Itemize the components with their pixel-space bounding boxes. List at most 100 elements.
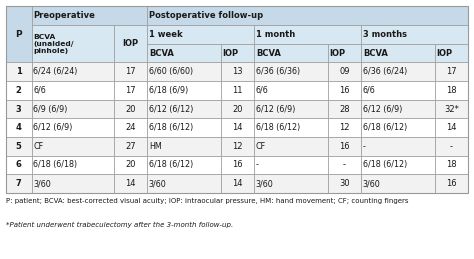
Bar — [435, 81, 468, 100]
Bar — [32, 6, 147, 25]
Bar — [6, 174, 32, 193]
Text: HM: HM — [149, 142, 162, 151]
Bar — [361, 62, 435, 81]
Bar — [328, 62, 361, 81]
Text: *Patient underwent trabeculectomy after the 3-month follow-up.: *Patient underwent trabeculectomy after … — [6, 222, 233, 228]
Bar — [255, 118, 328, 137]
Text: 2: 2 — [16, 86, 22, 95]
Text: 17: 17 — [125, 67, 136, 76]
Text: BCVA: BCVA — [149, 49, 174, 57]
Bar — [32, 81, 114, 100]
Text: 6/18 (6/9): 6/18 (6/9) — [149, 86, 188, 95]
Text: 6/24 (6/24): 6/24 (6/24) — [33, 67, 78, 76]
Text: 16: 16 — [446, 179, 457, 188]
Text: -: - — [343, 161, 346, 169]
Text: -: - — [256, 161, 259, 169]
Bar — [328, 100, 361, 118]
Text: 14: 14 — [232, 123, 243, 132]
Text: 13: 13 — [232, 67, 243, 76]
Bar — [114, 81, 147, 100]
Text: P: patient; BCVA: best-corrected visual acuity; IOP: intraocular pressure, HM: h: P: patient; BCVA: best-corrected visual … — [6, 198, 408, 204]
Bar — [328, 156, 361, 174]
Bar — [361, 44, 435, 62]
Text: 6/36 (6/36): 6/36 (6/36) — [256, 67, 300, 76]
Text: 6/18 (6/18): 6/18 (6/18) — [33, 161, 77, 169]
Text: 32*: 32* — [444, 105, 459, 113]
Bar — [435, 44, 468, 62]
Text: 24: 24 — [126, 123, 136, 132]
Text: 3 months: 3 months — [363, 30, 407, 39]
Text: IOP: IOP — [123, 39, 139, 48]
Text: 6/60 (6/60): 6/60 (6/60) — [149, 67, 193, 76]
Text: 14: 14 — [447, 123, 457, 132]
Bar — [147, 174, 221, 193]
Bar — [6, 6, 468, 193]
Text: 17: 17 — [446, 67, 457, 76]
Bar — [328, 174, 361, 193]
Bar — [221, 137, 255, 156]
Bar — [32, 174, 114, 193]
Text: 6/6: 6/6 — [363, 86, 375, 95]
Bar — [221, 44, 255, 62]
Bar — [435, 137, 468, 156]
Text: Postoperative follow-up: Postoperative follow-up — [149, 11, 263, 20]
Bar — [6, 156, 32, 174]
Bar — [361, 118, 435, 137]
Bar — [435, 118, 468, 137]
Bar — [147, 6, 468, 25]
Bar — [147, 100, 221, 118]
Text: CF: CF — [256, 142, 266, 151]
Bar — [6, 62, 32, 81]
Text: 3/60: 3/60 — [256, 179, 273, 188]
Text: IOP: IOP — [329, 49, 346, 57]
Text: IOP: IOP — [222, 49, 238, 57]
Text: BCVA: BCVA — [256, 49, 281, 57]
Text: 1 month: 1 month — [256, 30, 295, 39]
Bar — [6, 100, 32, 118]
Bar — [361, 100, 435, 118]
Bar — [32, 25, 114, 62]
Text: 6/12 (6/9): 6/12 (6/9) — [256, 105, 295, 113]
Text: 18: 18 — [446, 161, 457, 169]
Text: 3/60: 3/60 — [149, 179, 167, 188]
Bar — [435, 174, 468, 193]
Bar — [221, 118, 255, 137]
Text: CF: CF — [33, 142, 43, 151]
Text: 14: 14 — [126, 179, 136, 188]
Bar — [147, 137, 221, 156]
Bar — [32, 100, 114, 118]
Bar — [147, 44, 221, 62]
Text: 6/12 (6/12): 6/12 (6/12) — [149, 105, 193, 113]
Bar — [328, 44, 361, 62]
Bar — [32, 137, 114, 156]
Bar — [6, 6, 32, 62]
Bar — [361, 137, 435, 156]
Text: 6/18 (6/12): 6/18 (6/12) — [363, 123, 407, 132]
Bar — [328, 81, 361, 100]
Bar — [32, 118, 114, 137]
Text: 6/6: 6/6 — [33, 86, 46, 95]
Text: 1 week: 1 week — [149, 30, 182, 39]
Text: 5: 5 — [16, 142, 22, 151]
Bar — [6, 137, 32, 156]
Text: 14: 14 — [232, 179, 243, 188]
Text: -: - — [363, 142, 365, 151]
Bar — [255, 25, 361, 44]
Text: 3/60: 3/60 — [363, 179, 381, 188]
Bar — [32, 156, 114, 174]
Text: 6/12 (6/9): 6/12 (6/9) — [363, 105, 402, 113]
Text: P: P — [16, 30, 22, 39]
Bar — [114, 100, 147, 118]
Bar — [221, 100, 255, 118]
Text: 6/18 (6/12): 6/18 (6/12) — [149, 123, 193, 132]
Bar — [435, 62, 468, 81]
Text: 12: 12 — [232, 142, 243, 151]
Bar — [255, 174, 328, 193]
Bar — [221, 174, 255, 193]
Bar — [114, 118, 147, 137]
Text: IOP: IOP — [436, 49, 452, 57]
Text: 6/9 (6/9): 6/9 (6/9) — [33, 105, 68, 113]
Text: BCVA
(unaided/
pinhole): BCVA (unaided/ pinhole) — [33, 34, 74, 54]
Bar — [255, 156, 328, 174]
Text: 6/18 (6/12): 6/18 (6/12) — [149, 161, 193, 169]
